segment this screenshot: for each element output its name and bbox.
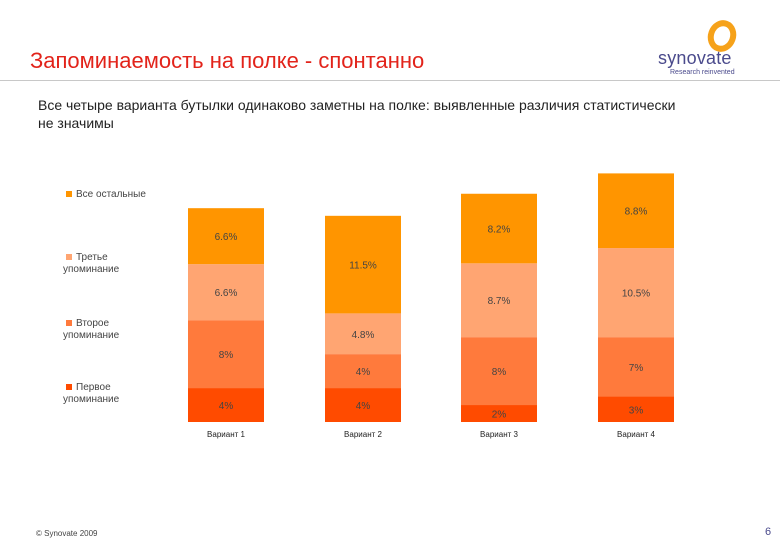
- data-label-3-4: 10.5%: [622, 289, 650, 300]
- title-divider: [0, 80, 780, 81]
- data-label-1-3: 2%: [492, 410, 507, 421]
- logo-tagline: Research reinvented: [670, 69, 735, 76]
- slide-subtitle: Все четыре варианта бутылки одинаково за…: [38, 97, 676, 131]
- legend-swatch-3: [66, 320, 72, 326]
- data-label-2-4: 7%: [629, 363, 644, 374]
- page-title: Запоминаемость на полке - спонтанно: [30, 48, 425, 73]
- bar-segment-1-1: [188, 388, 264, 422]
- bar-segment-3-2: [325, 313, 401, 355]
- data-label-4-4: 8.8%: [625, 207, 648, 218]
- bar-segment-4-3: [461, 193, 537, 264]
- data-label-2-1: 8%: [219, 350, 234, 361]
- bar-segment-1-4: [598, 396, 674, 422]
- logo-ring-icon: [707, 20, 737, 52]
- bar-segment-4-2: [325, 215, 401, 314]
- bar-segment-3-1: [188, 264, 264, 321]
- legend-label-2: Третье упоминание: [63, 252, 120, 275]
- bar-segment-4-1: [188, 208, 264, 265]
- legend-swatch-4: [66, 384, 72, 390]
- bar-segment-2-2: [325, 354, 401, 389]
- data-label-4-3: 8.2%: [488, 225, 511, 236]
- bar-segment-2-4: [598, 337, 674, 397]
- legend-swatch-1: [66, 191, 72, 197]
- legend-label-3: Второе упоминание: [63, 318, 120, 341]
- data-label-2-3: 8%: [492, 367, 507, 378]
- data-label-3-1: 6.6%: [215, 288, 238, 299]
- bar-segment-2-1: [188, 320, 264, 389]
- legend-swatch-2: [66, 254, 72, 260]
- page-number: 6: [765, 526, 772, 538]
- data-label-1-1: 4%: [219, 401, 234, 412]
- bar-segment-3-4: [598, 248, 674, 338]
- bar-segment-1-2: [325, 388, 401, 422]
- bar-segment-2-3: [461, 337, 537, 406]
- legend-label-1: Все остальные: [76, 189, 146, 200]
- data-label-2-2: 4%: [356, 367, 371, 378]
- bar-segment-3-3: [461, 263, 537, 338]
- data-label-4-1: 6.6%: [215, 232, 238, 243]
- synovate-logo: synovate Research reinvented: [648, 18, 758, 80]
- x-tick-label-4: Вариант 4: [617, 430, 655, 439]
- x-tick-label-2: Вариант 2: [344, 430, 382, 439]
- x-tick-label-3: Вариант 3: [480, 430, 518, 439]
- data-label-3-3: 8.7%: [488, 296, 511, 307]
- bar-segment-4-4: [598, 173, 674, 249]
- x-tick-label-1: Вариант 1: [207, 430, 245, 439]
- footer-copyright: © Synovate 2009: [36, 529, 98, 538]
- data-label-1-2: 4%: [356, 401, 371, 412]
- data-label-3-2: 4.8%: [352, 330, 375, 341]
- data-label-1-4: 3%: [629, 405, 644, 416]
- data-label-4-2: 11.5%: [349, 261, 377, 272]
- bar-segment-1-3: [461, 405, 537, 422]
- logo-name: synovate: [658, 48, 732, 68]
- legend-label-4: Первое упоминание: [63, 382, 120, 405]
